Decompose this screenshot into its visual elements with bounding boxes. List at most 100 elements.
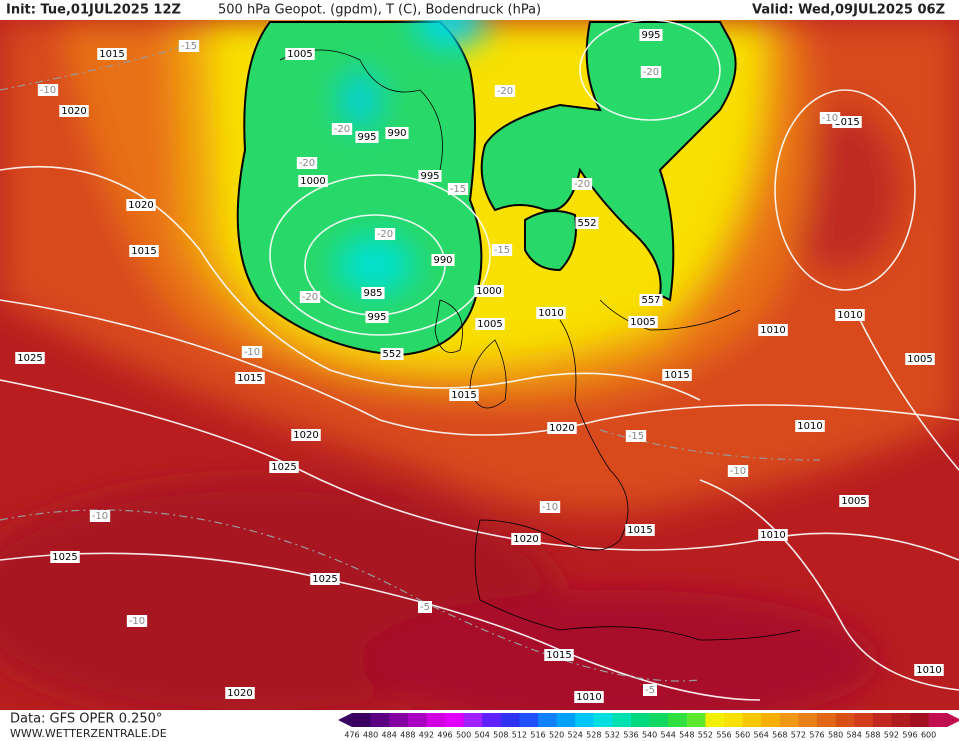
pressure-label-box [431,254,455,266]
pressure-label: 1025 [17,353,42,364]
temperature-label-box [625,430,647,442]
colorbar-label: 536 [623,731,638,740]
colorbar-swatch [705,713,725,727]
colorbar-label: 576 [809,731,824,740]
pressure-label: 1005 [841,496,866,507]
colorbar-label: 516 [530,731,545,740]
colorbar-label: 528 [586,731,601,740]
colorbar-label: 592 [884,731,899,740]
footer-data: Data: GFS OPER 0.250° [10,712,162,727]
pressure-label: 1015 [99,49,124,60]
pressure-label: 1015 [834,117,859,128]
init-text: Init: Tue,01JUL2025 12Z [6,3,181,18]
temperature-label: -5 [645,685,655,696]
temperature-label: -15 [628,431,644,442]
pressure-label-box [758,324,788,336]
temperature-label: -20 [302,292,318,303]
pressure-label: 1020 [61,106,86,117]
pressure-label: 995 [357,132,376,143]
colorbar-label: 524 [568,731,583,740]
pressure-label: 1000 [476,286,501,297]
temperature-label-box [37,84,59,96]
pressure-label: 1025 [271,462,296,473]
pressure-label-box [536,307,566,319]
pressure-label-box [298,175,328,187]
temperature-label-box [494,85,516,97]
geopotential-label: 552 [577,218,596,229]
temperature-label: -10 [822,113,838,124]
temperature-label: -20 [377,229,393,240]
temperature-label: -20 [497,86,513,97]
geopotential-label-box [575,217,599,229]
temperature-label: -20 [643,67,659,78]
colorbar-swatch [612,713,632,727]
colorbar-label: 580 [828,731,843,740]
colorbar-swatch [724,713,744,727]
colorbar-swatch [445,713,465,727]
colorbar-label: 484 [382,731,397,740]
pressure-label-box [385,127,409,139]
colorbar-swatch [631,713,651,727]
pressure-label: 1020 [513,534,538,545]
pressure-label-box [310,573,340,585]
temperature-label: -15 [181,41,197,52]
pressure-label-box [625,524,655,536]
colorbar-label: 540 [642,731,657,740]
temperature-label-box [643,684,657,696]
temperature-label-box [331,123,353,135]
colorbar-swatch [928,713,948,727]
colorbar-label: 504 [475,731,490,740]
geopotential-label: 552 [382,349,401,360]
pressure-label-box [547,422,577,434]
temperature-label-box [727,465,749,477]
temperature-label: -10 [542,502,558,513]
pressure-label: 1010 [797,421,822,432]
colorbar-swatch [686,713,706,727]
colorbar-label: 480 [363,731,378,740]
pressure-label: 1010 [760,530,785,541]
pressure-label: 990 [387,128,406,139]
temperature-label: -20 [334,124,350,135]
temperature-label: -15 [450,184,466,195]
colorbar-label: 556 [716,731,731,740]
pressure-label-box [15,352,45,364]
colorbar-label: 600 [921,731,936,740]
temperature-label-box [447,183,469,195]
colorbar-label: 596 [902,731,917,740]
colorbar-swatch [872,713,892,727]
temperature-label-box [178,40,200,52]
pressure-label: 1015 [664,370,689,381]
colorbar-label: 564 [754,731,769,740]
temperature-label: -20 [574,179,590,190]
colorbar-label: 532 [605,731,620,740]
temperature-label: -10 [40,85,56,96]
geopotential-label-box [380,348,404,360]
temperature-label-box [819,112,841,124]
colorbar-swatch [352,713,372,727]
colorbar-swatch [798,713,818,727]
pressure-label-box [225,687,255,699]
colorbar-label: 476 [344,731,359,740]
colorbar-swatch [649,713,669,727]
pressure-label: 1005 [907,354,932,365]
valid-text: Valid: Wed,09JUL2025 06Z [752,3,945,18]
colorbar-label: 500 [456,731,471,740]
colorbar-label: 568 [772,731,787,740]
colorbar: 476 480 484 488 492 496 500 504 508 512 516 520 524 5… [338,713,959,740]
pressure-label: 1000 [300,176,325,187]
pressure-label: 1020 [128,200,153,211]
pressure-label-box [574,691,604,703]
colorbar-label: 512 [512,731,527,740]
temperature-label-box [241,346,263,358]
pressure-label-box [59,105,89,117]
pressure-label: 990 [433,255,452,266]
pressure-label-box [905,353,935,365]
pressure-label: 1005 [287,49,312,60]
colorbar-label: 508 [493,731,508,740]
pressure-label: 1025 [312,574,337,585]
colorbar-swatch [556,713,576,727]
colorbar-swatch [593,713,613,727]
temperature-label-box [539,501,561,513]
colorbar-arrow-left [338,713,352,727]
